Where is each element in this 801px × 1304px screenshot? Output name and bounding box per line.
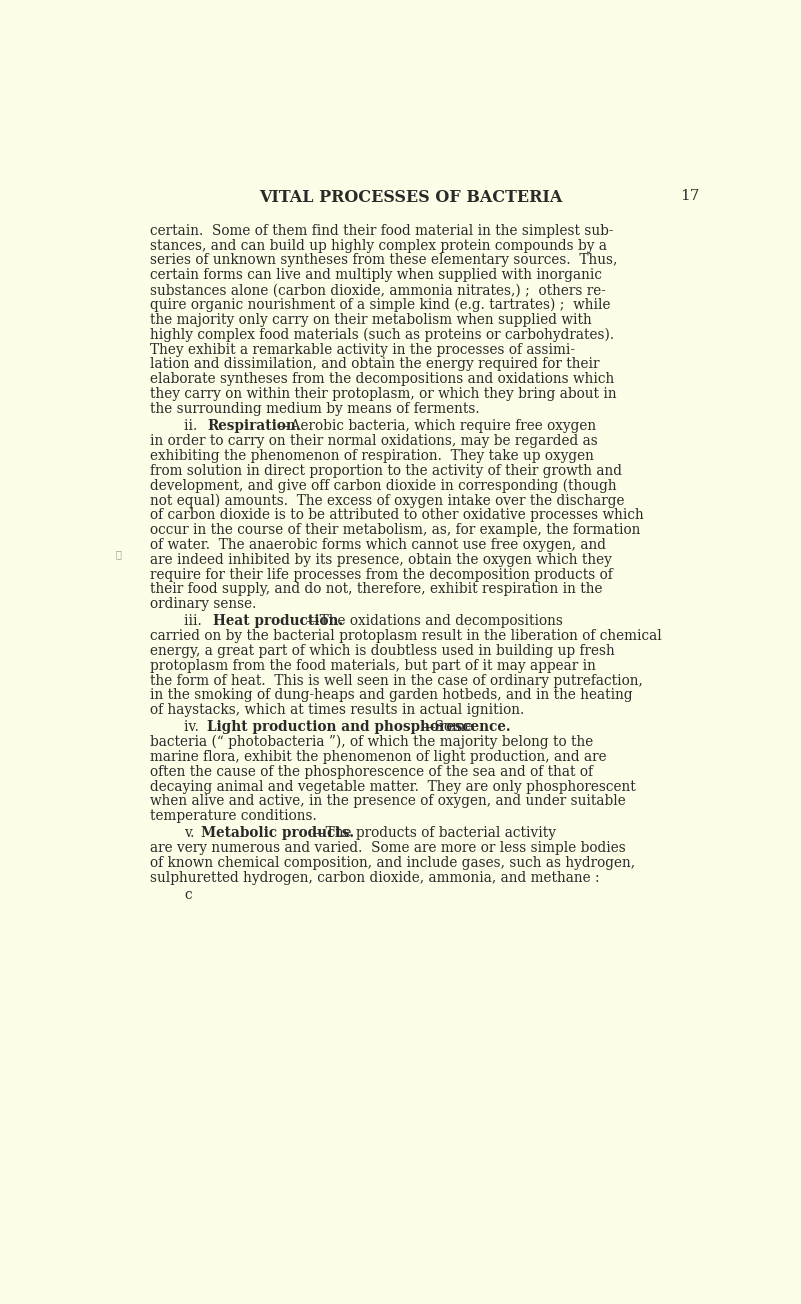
Text: their food supply, and do not, therefore, exhibit respiration in the: their food supply, and do not, therefore… bbox=[150, 583, 602, 596]
Text: temperature conditions.: temperature conditions. bbox=[150, 810, 316, 823]
Text: iv.: iv. bbox=[184, 720, 203, 734]
Text: —Aerobic bacteria, which require free oxygen: —Aerobic bacteria, which require free ox… bbox=[277, 419, 596, 433]
Text: often the cause of the phosphorescence of the sea and of that of: often the cause of the phosphorescence o… bbox=[150, 764, 593, 778]
Text: quire organic nourishment of a simple kind (e.g. tartrates) ;  while: quire organic nourishment of a simple ki… bbox=[150, 299, 610, 313]
Text: —The products of bacterial activity: —The products of bacterial activity bbox=[312, 827, 556, 840]
Text: —Some: —Some bbox=[422, 720, 474, 734]
Text: exhibiting the phenomenon of respiration.  They take up oxygen: exhibiting the phenomenon of respiration… bbox=[150, 449, 594, 463]
Text: the surrounding medium by means of ferments.: the surrounding medium by means of ferme… bbox=[150, 402, 480, 416]
Text: of haystacks, which at times results in actual ignition.: of haystacks, which at times results in … bbox=[150, 703, 524, 717]
Text: substances alone (carbon dioxide, ammonia nitrates,) ;  others re-: substances alone (carbon dioxide, ammoni… bbox=[150, 283, 606, 297]
Text: Heat production.: Heat production. bbox=[213, 614, 343, 629]
Text: require for their life processes from the decomposition products of: require for their life processes from th… bbox=[150, 567, 613, 582]
Text: when alive and active, in the presence of oxygen, and under suitable: when alive and active, in the presence o… bbox=[150, 794, 626, 808]
Text: iii.: iii. bbox=[184, 614, 206, 629]
Text: in order to carry on their normal oxidations, may be regarded as: in order to carry on their normal oxidat… bbox=[150, 434, 598, 447]
Text: sulphuretted hydrogen, carbon dioxide, ammonia, and methane :: sulphuretted hydrogen, carbon dioxide, a… bbox=[150, 871, 599, 885]
Text: of carbon dioxide is to be attributed to other oxidative processes which: of carbon dioxide is to be attributed to… bbox=[150, 509, 643, 522]
Text: stances, and can build up highly complex protein compounds by a: stances, and can build up highly complex… bbox=[150, 239, 607, 253]
Text: energy, a great part of which is doubtless used in building up fresh: energy, a great part of which is doubtle… bbox=[150, 644, 614, 657]
Text: c: c bbox=[184, 888, 191, 901]
Text: of water.  The anaerobic forms which cannot use free oxygen, and: of water. The anaerobic forms which cann… bbox=[150, 537, 606, 552]
Text: Respiration.: Respiration. bbox=[207, 419, 300, 433]
Text: certain forms can live and multiply when supplied with inorganic: certain forms can live and multiply when… bbox=[150, 269, 602, 283]
Text: ii.: ii. bbox=[184, 419, 202, 433]
Text: decaying animal and vegetable matter.  They are only phosphorescent: decaying animal and vegetable matter. Th… bbox=[150, 780, 635, 794]
Text: the majority only carry on their metabolism when supplied with: the majority only carry on their metabol… bbox=[150, 313, 591, 327]
Text: development, and give off carbon dioxide in corresponding (though: development, and give off carbon dioxide… bbox=[150, 479, 617, 493]
Text: carried on by the bacterial protoplasm result in the liberation of chemical: carried on by the bacterial protoplasm r… bbox=[150, 629, 662, 643]
Text: from solution in direct proportion to the activity of their growth and: from solution in direct proportion to th… bbox=[150, 463, 622, 477]
Text: certain.  Some of them find their food material in the simplest sub-: certain. Some of them find their food ma… bbox=[150, 224, 614, 237]
Text: of known chemical composition, and include gases, such as hydrogen,: of known chemical composition, and inclu… bbox=[150, 855, 635, 870]
Text: ordinary sense.: ordinary sense. bbox=[150, 597, 256, 612]
Text: ✗: ✗ bbox=[115, 550, 122, 559]
Text: 17: 17 bbox=[681, 189, 700, 202]
Text: not equal) amounts.  The excess of oxygen intake over the discharge: not equal) amounts. The excess of oxygen… bbox=[150, 493, 624, 507]
Text: occur in the course of their metabolism, as, for example, the formation: occur in the course of their metabolism,… bbox=[150, 523, 640, 537]
Text: Metabolic products.: Metabolic products. bbox=[201, 827, 355, 840]
Text: —The oxidations and decompositions: —The oxidations and decompositions bbox=[306, 614, 562, 629]
Text: v.: v. bbox=[184, 827, 199, 840]
Text: protoplasm from the food materials, but part of it may appear in: protoplasm from the food materials, but … bbox=[150, 659, 596, 673]
Text: highly complex food materials (such as proteins or carbohydrates).: highly complex food materials (such as p… bbox=[150, 327, 614, 342]
Text: lation and dissimilation, and obtain the energy required for their: lation and dissimilation, and obtain the… bbox=[150, 357, 599, 372]
Text: series of unknown syntheses from these elementary sources.  Thus,: series of unknown syntheses from these e… bbox=[150, 253, 617, 267]
Text: bacteria (“ photobacteria ”), of which the majority belong to the: bacteria (“ photobacteria ”), of which t… bbox=[150, 735, 593, 750]
Text: Light production and phosphorescence.: Light production and phosphorescence. bbox=[207, 720, 511, 734]
Text: elaborate syntheses from the decompositions and oxidations which: elaborate syntheses from the decompositi… bbox=[150, 373, 614, 386]
Text: are indeed inhibited by its presence, obtain the oxygen which they: are indeed inhibited by its presence, ob… bbox=[150, 553, 612, 567]
Text: they carry on within their protoplasm, or which they bring about in: they carry on within their protoplasm, o… bbox=[150, 387, 617, 402]
Text: are very numerous and varied.  Some are more or less simple bodies: are very numerous and varied. Some are m… bbox=[150, 841, 626, 855]
Text: marine flora, exhibit the phenomenon of light production, and are: marine flora, exhibit the phenomenon of … bbox=[150, 750, 606, 764]
Text: the form of heat.  This is well seen in the case of ordinary putrefaction,: the form of heat. This is well seen in t… bbox=[150, 674, 642, 687]
Text: They exhibit a remarkable activity in the processes of assimi-: They exhibit a remarkable activity in th… bbox=[150, 343, 575, 356]
Text: in the smoking of dung-heaps and garden hotbeds, and in the heating: in the smoking of dung-heaps and garden … bbox=[150, 689, 633, 703]
Text: VITAL PROCESSES OF BACTERIA: VITAL PROCESSES OF BACTERIA bbox=[259, 189, 562, 206]
